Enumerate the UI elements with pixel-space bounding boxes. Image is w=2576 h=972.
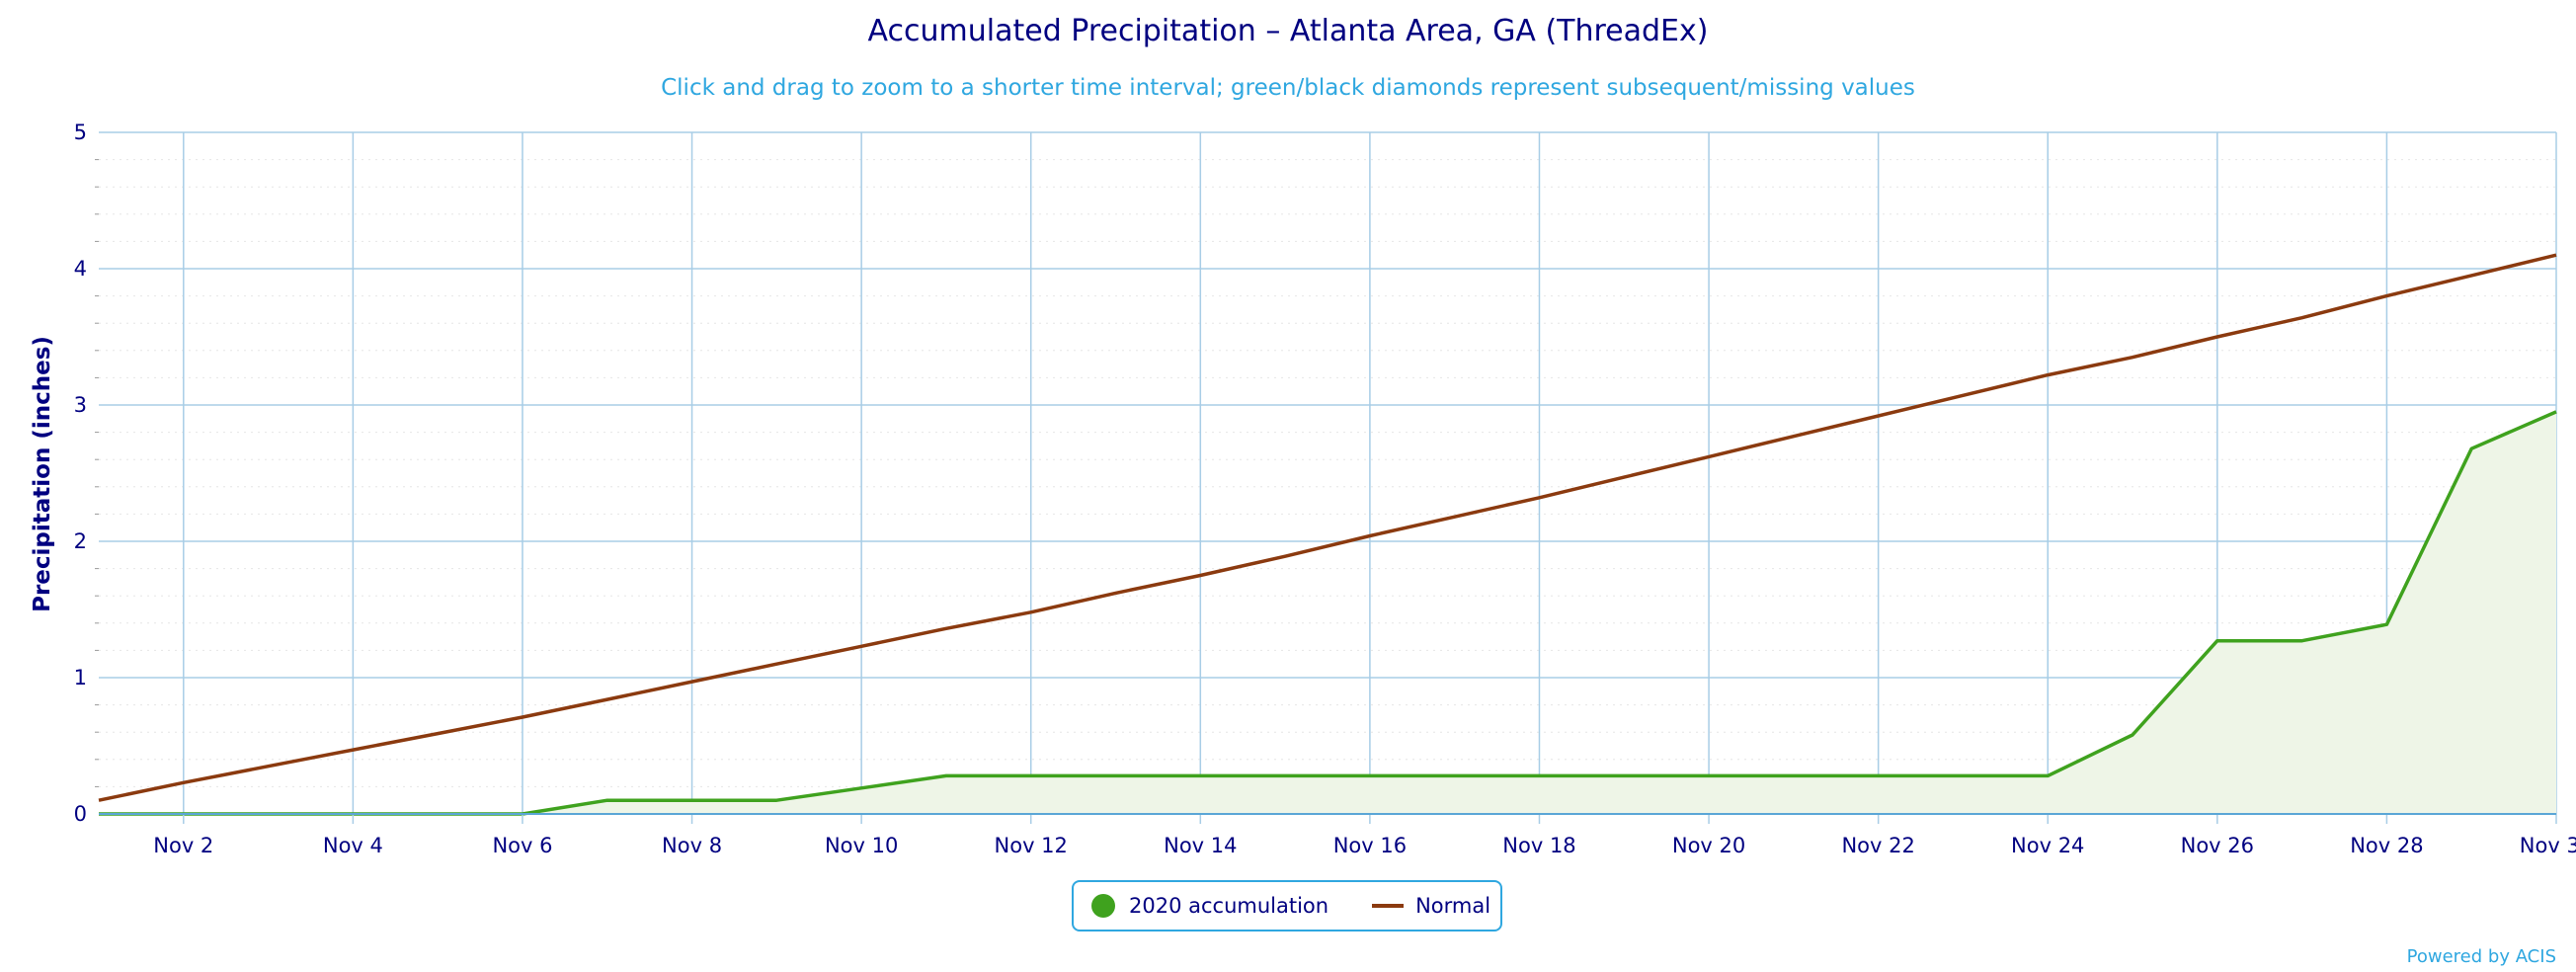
chart-title: Accumulated Precipitation – Atlanta Area… xyxy=(867,14,1709,48)
x-tick-label: Nov 10 xyxy=(825,834,898,857)
area-fill xyxy=(99,411,2556,814)
x-tick-label: Nov 12 xyxy=(995,834,1068,857)
axes: 0 1 2 3 4 5 Nov 2 Nov 4 Nov 6 Nov 8 Nov 10 Nov 12 No… xyxy=(74,121,2576,857)
y-tick-label: 5 xyxy=(74,121,87,144)
legend-item-normal[interactable]: Normal xyxy=(1328,894,1490,918)
legend-item-2020[interactable]: 2020 accumulation xyxy=(1091,894,1328,918)
legend-label-2020: 2020 accumulation xyxy=(1129,894,1329,918)
x-tick-label: Nov 6 xyxy=(492,834,552,857)
x-tick-label: Nov 8 xyxy=(662,834,722,857)
grid-lines xyxy=(99,131,2557,815)
y-tick-label: 3 xyxy=(74,393,87,417)
x-tick-label: Nov 22 xyxy=(1841,834,1914,857)
y-tick-label: 0 xyxy=(74,802,87,826)
legend-label-normal: Normal xyxy=(1415,894,1491,918)
y-tick-label: 4 xyxy=(74,257,87,281)
series-line-1 xyxy=(98,253,2557,802)
y-tick-label: 2 xyxy=(74,529,87,553)
chart-subtitle: Click and drag to zoom to a shorter time… xyxy=(661,75,1915,101)
x-tick-label: Nov 26 xyxy=(2181,834,2254,857)
y-tick-label: 1 xyxy=(74,666,87,689)
x-tick-label: Nov 2 xyxy=(153,834,213,857)
series-area-0 xyxy=(99,411,2556,814)
x-tick-label: Nov 4 xyxy=(323,834,383,857)
legend: 2020 accumulation Normal xyxy=(1072,880,1502,932)
y-axis-label: Precipitation (inches) xyxy=(30,336,55,612)
x-tick-label: Nov 30 xyxy=(2520,834,2576,857)
x-tick-label: Nov 14 xyxy=(1164,834,1237,857)
x-tick-label: Nov 16 xyxy=(1333,834,1407,857)
x-tick-label: Nov 28 xyxy=(2350,834,2423,857)
legend-marker-normal xyxy=(1372,904,1405,908)
x-tick-label: Nov 18 xyxy=(1502,834,1575,857)
x-tick-label: Nov 20 xyxy=(1672,834,1745,857)
x-tick-label: Nov 24 xyxy=(2011,834,2084,857)
powered-by-link[interactable]: Powered by ACIS xyxy=(2406,946,2556,967)
legend-marker-2020 xyxy=(1091,894,1115,918)
